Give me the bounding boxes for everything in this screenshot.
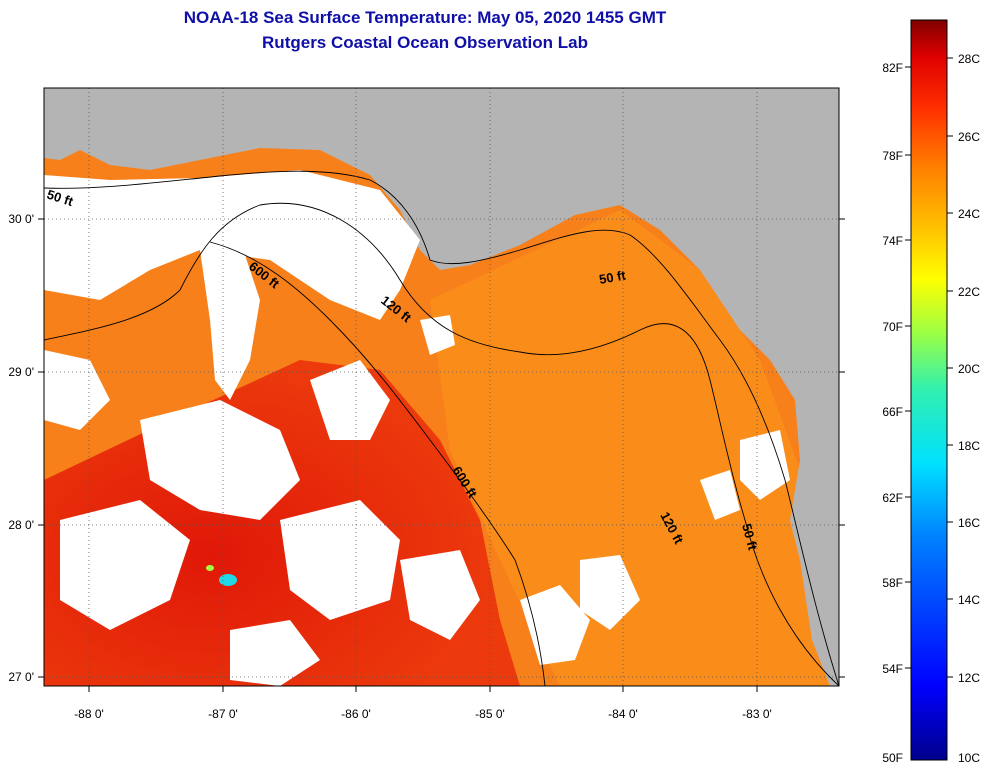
cloud-mask (44, 170, 790, 686)
colorbar-c-28: 28C (958, 52, 980, 66)
colorbar-c-18: 18C (958, 439, 980, 453)
ocean-shelf (430, 210, 839, 686)
colorbar-f-70: 70F (882, 320, 903, 334)
colorbar-f-54: 54F (882, 662, 903, 676)
colorbar-c-10: 10C (958, 751, 980, 765)
title-line-1: NOAA-18 Sea Surface Temperature: May 05,… (183, 8, 667, 27)
lon-label-88: -88 0' (74, 707, 104, 721)
colorbar-c-12: 12C (958, 671, 980, 685)
contour-50ft-west (44, 170, 839, 686)
cool-patch (219, 574, 237, 586)
lon-label-84: -84 0' (608, 707, 638, 721)
colorbar-f-66: 66F (882, 405, 903, 419)
colorbar: 82F 78F 74F 70F 66F 62F 58F 54F 50F 28C … (882, 19, 980, 765)
lon-label-85: -85 0' (475, 707, 505, 721)
colorbar-c-16: 16C (958, 516, 980, 530)
contour-label-50ft-ne: 50 ft (598, 267, 628, 287)
contour-600ft (209, 241, 546, 686)
colorbar-f-78: 78F (882, 149, 903, 163)
lat-label-29: 29 0' (8, 365, 34, 379)
lon-label-87: -87 0' (208, 707, 238, 721)
cool-patch-2 (206, 565, 214, 571)
lat-label-30: 30 0' (8, 212, 34, 226)
colorbar-f-62: 62F (882, 491, 903, 505)
graticule (44, 88, 839, 686)
map-border (43, 87, 840, 687)
lat-label-28: 28 0' (8, 518, 34, 532)
colorbar-c-26: 26C (958, 130, 980, 144)
axis-ticks (38, 218, 845, 692)
contour-120ft (44, 202, 839, 686)
map-panel: 50 ft 600 ft 120 ft 50 ft 600 ft 120 ft … (44, 88, 839, 686)
colorbar-c-20: 20C (958, 362, 980, 376)
bathymetry-contours (44, 170, 839, 686)
colorbar-f-74: 74F (882, 234, 903, 248)
colorbar-f-58: 58F (882, 576, 903, 590)
colorbar-c-24: 24C (958, 207, 980, 221)
colorbar-gradient (910, 19, 948, 761)
colorbar-c-14: 14C (958, 593, 980, 607)
contour-label-50ft-se: 50 ft (739, 522, 761, 552)
title-line-2: Rutgers Coastal Ocean Observation Lab (262, 33, 588, 52)
colorbar-c-22: 22C (958, 285, 980, 299)
lon-label-83: -83 0' (742, 707, 772, 721)
lon-label-86: -86 0' (341, 707, 371, 721)
lat-label-27: 27 0' (8, 670, 34, 684)
land-mass (44, 88, 839, 686)
colorbar-f-82: 82F (882, 61, 903, 75)
colorbar-f-50: 50F (882, 751, 903, 765)
